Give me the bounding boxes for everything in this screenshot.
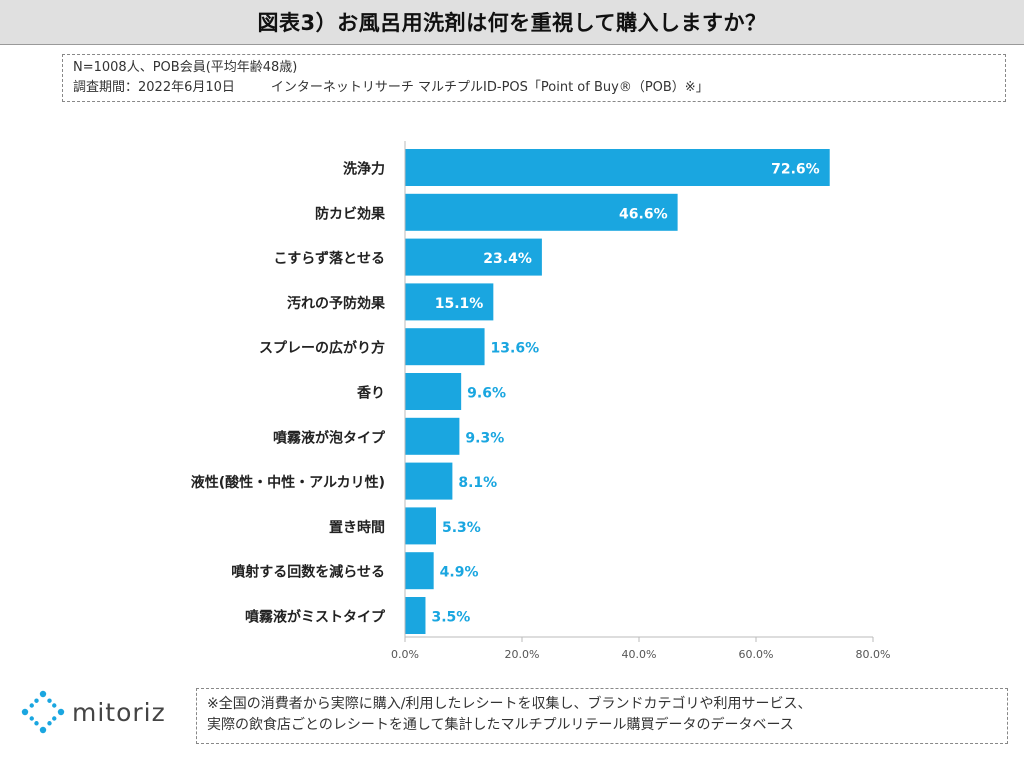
- category-label: 液性(酸性・中性・アルカリ性): [191, 474, 385, 491]
- x-tick-label: 80.0%: [856, 648, 891, 661]
- category-label: こすらず落とせる: [274, 250, 385, 267]
- x-tick-label: 60.0%: [739, 648, 774, 661]
- logo-dot: [21, 708, 29, 716]
- data-label: 13.6%: [491, 341, 540, 357]
- category-label: 香り: [356, 385, 385, 402]
- footnote-line-1: ※全国の消費者から実際に購入/利用したレシートを収集し、ブランドカテゴリや利用サ…: [207, 696, 812, 712]
- logo-dot: [29, 703, 34, 708]
- bar: [405, 193, 678, 231]
- bar: [405, 417, 460, 455]
- survey-period-line: 調査期間：2022年6月10日 インターネットリサーチ マルチプルID-POS「P…: [73, 78, 995, 98]
- logo-dot: [39, 726, 47, 734]
- bar: [405, 373, 462, 410]
- page-title: 図表3）お風呂用洗剤は何を重視して購入しますか？: [257, 11, 767, 35]
- bar: [405, 238, 542, 276]
- data-label: 9.3%: [465, 430, 504, 446]
- bar: [405, 552, 434, 590]
- survey-period-text: 調査期間：2022年6月10日: [73, 80, 235, 95]
- category-label: 洗浄力: [343, 161, 385, 178]
- x-tick-label: 40.0%: [622, 648, 657, 661]
- data-label: 3.5%: [431, 610, 470, 626]
- sparkle-ring-icon: [21, 690, 65, 734]
- bar: [405, 283, 494, 321]
- sample-size-text: N=1008人、POB会員(平均年齢48歳): [73, 60, 298, 75]
- data-label: 8.1%: [458, 475, 497, 491]
- category-label: 噴霧液がミストタイプ: [245, 609, 386, 626]
- bar: [405, 597, 426, 634]
- category-label: 噴射する回数を減らせる: [231, 564, 385, 581]
- logo-dot: [47, 721, 52, 726]
- category-label: スプレーの広がり方: [259, 340, 385, 357]
- logo-dot: [39, 690, 47, 698]
- logo-dot: [34, 698, 39, 703]
- survey-info-box: N=1008人、POB会員(平均年齢48歳) 調査期間：2022年6月10日 イン…: [62, 54, 1006, 102]
- survey-method-text: インターネットリサーチ マルチプルID-POS「Point of Buy®（PO…: [270, 80, 709, 95]
- bar: [405, 328, 485, 366]
- footnote-box: ※全国の消費者から実際に購入/利用したレシートを収集し、ブランドカテゴリや利用サ…: [196, 688, 1008, 744]
- data-label: 4.9%: [440, 565, 479, 581]
- category-label: 噴霧液が泡タイプ: [273, 429, 386, 446]
- logo-dot: [47, 698, 52, 703]
- data-label: 9.6%: [467, 386, 506, 402]
- category-label: 汚れの予防効果: [287, 295, 386, 312]
- data-label: 23.4%: [483, 251, 532, 267]
- title-bar: 図表3）お風呂用洗剤は何を重視して購入しますか？: [0, 0, 1024, 45]
- footnote-line-2: 実際の飲食店ごとのレシートを通して集計したマルチプルリテール購買データのデータベ…: [207, 717, 794, 733]
- category-label: 置き時間: [329, 519, 385, 536]
- x-tick-label: 20.0%: [505, 648, 540, 661]
- data-label: 46.6%: [619, 206, 668, 222]
- mitoriz-logo: mitoriz: [20, 690, 190, 734]
- logo-dot: [57, 708, 65, 716]
- x-tick-label: 0.0%: [391, 648, 419, 661]
- logo-dot: [29, 716, 34, 721]
- logo-dot: [52, 716, 57, 721]
- logo-text: mitoriz: [72, 697, 166, 727]
- bar: [405, 507, 437, 545]
- bar: [405, 149, 830, 186]
- survey-sample-line: N=1008人、POB会員(平均年齢48歳): [73, 58, 995, 78]
- logo-dot: [34, 721, 39, 726]
- logo-dot: [52, 703, 57, 708]
- data-label: 72.6%: [771, 162, 820, 178]
- bar: [405, 462, 453, 500]
- data-label: 15.1%: [435, 296, 484, 312]
- category-label: 防カビ効果: [315, 205, 386, 222]
- data-label: 5.3%: [442, 520, 481, 536]
